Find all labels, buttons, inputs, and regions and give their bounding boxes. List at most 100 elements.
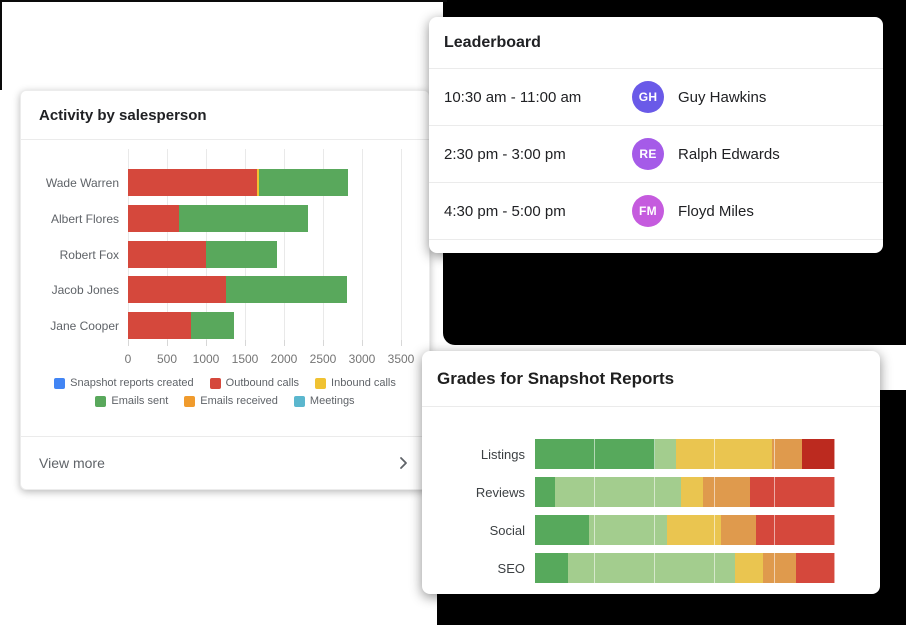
axis-tick-label: 500	[156, 352, 178, 366]
legend-row: Snapshot reports created Outbound calls …	[54, 377, 396, 389]
legend-item: Outbound calls	[209, 377, 300, 389]
grades-card-title: Grades for Snapshot Reports	[437, 368, 675, 388]
leaderboard-row[interactable]: 10:30 am - 11:00 am GH Guy Hawkins	[429, 69, 883, 126]
legend-item: Meetings	[293, 395, 355, 407]
grade-bar-segment	[667, 515, 721, 545]
grade-bar-segment	[568, 553, 735, 583]
grades-card-header: Grades for Snapshot Reports	[422, 351, 880, 407]
person-name: Guy Hawkins	[678, 88, 767, 106]
grades-snapshot-reports-card: Grades for Snapshot Reports Listings Rev…	[422, 351, 880, 594]
grade-bar-segment	[535, 439, 655, 469]
bar-segment	[128, 312, 191, 339]
legend-swatch	[184, 395, 196, 407]
grade-bar-segment	[535, 553, 568, 583]
axis-tick-label: 1000	[192, 352, 220, 366]
axis-tick-mark	[323, 340, 324, 346]
legend-row: Emails sent Emails received Meetings	[95, 395, 355, 407]
legend-swatch	[54, 377, 66, 389]
time-range-label: 10:30 am - 11:00 am	[444, 88, 582, 106]
legend-item: Emails received	[184, 395, 278, 407]
salesperson-bar	[128, 169, 348, 196]
activity-stacked-bar-chart: Wade Warren Albert Flores Robert Fox Jacob …	[21, 139, 429, 374]
avatar: RE	[632, 138, 664, 170]
axis-tick-mark	[167, 340, 168, 346]
view-more-button[interactable]: View more	[21, 436, 429, 489]
axis-tick-mark	[401, 340, 402, 346]
grade-row: Listings	[422, 439, 880, 469]
bar-segment	[225, 276, 348, 303]
salesperson-bar	[128, 312, 234, 339]
axis-tick-label: 0	[124, 352, 132, 366]
avatar: FM	[632, 195, 664, 227]
bar-segment	[259, 169, 348, 196]
grade-row-label: SEO	[497, 560, 525, 576]
leaderboard-row[interactable]: 4:30 pm - 5:00 pm FM Floyd Miles	[429, 183, 883, 240]
time-range-label: 2:30 pm - 3:00 pm	[444, 145, 566, 163]
view-more-label: View more	[39, 455, 105, 471]
grade-row-label: Reviews	[475, 484, 525, 500]
leaderboard-row[interactable]: 2:30 pm - 3:00 pm RE Ralph Edwards	[429, 126, 883, 183]
grade-bar-segment	[676, 439, 772, 469]
grade-bar-segment	[655, 439, 676, 469]
grade-bar-segment	[749, 477, 835, 507]
legend-label: Inbound calls	[331, 377, 396, 389]
grade-bar-segment	[772, 439, 802, 469]
grade-bar-segment	[589, 515, 667, 545]
axis-tick-label: 2500	[309, 352, 337, 366]
axis-tick-mark	[284, 340, 285, 346]
leaderboard-card-title: Leaderboard	[444, 33, 541, 51]
category-label: Wade Warren	[45, 175, 119, 190]
legend-label: Outbound calls	[225, 377, 300, 389]
activity-by-salesperson-card: Activity by salesperson Wade Warren Alber…	[20, 90, 430, 490]
avatar-initials: GH	[638, 90, 658, 104]
time-range-label: 4:30 pm - 5:00 pm	[444, 202, 566, 220]
legend-label: Snapshot reports created	[70, 377, 194, 389]
axis-tick-label: 3000	[348, 352, 376, 366]
salesperson-bar	[128, 205, 309, 232]
category-label: Albert Flores	[50, 211, 119, 226]
chevron-right-icon	[400, 457, 407, 469]
grade-bar-segment	[796, 553, 835, 583]
bar-segment	[257, 169, 260, 196]
axis-tick-mark	[245, 340, 246, 346]
leaderboard-rows: 10:30 am - 11:00 am GH Guy Hawkins 2:30 …	[429, 69, 883, 240]
axis-tick-mark	[128, 340, 129, 346]
bar-segment	[128, 169, 258, 196]
category-label: Jacob Jones	[51, 282, 119, 297]
legend-label: Emails sent	[111, 395, 169, 407]
avatar-initials: FM	[639, 204, 657, 218]
grade-bar-segment	[535, 515, 589, 545]
grade-row-label: Social	[489, 522, 525, 538]
activity-card-title: Activity by salesperson	[39, 106, 207, 124]
axis-tick-label: 2000	[270, 352, 298, 366]
axis-tick-label: 3500	[387, 352, 415, 366]
category-label: Jane Cooper	[50, 318, 119, 333]
legend-swatch	[293, 395, 305, 407]
grade-row: Social	[422, 515, 880, 545]
person-name: Ralph Edwards	[678, 145, 780, 163]
grade-bar-track	[535, 439, 835, 469]
legend-item: Emails sent	[95, 395, 168, 407]
bar-segment	[128, 241, 207, 268]
grade-bar-track	[535, 553, 835, 583]
axis-tick-mark	[206, 340, 207, 346]
person-name: Floyd Miles	[678, 202, 754, 220]
grade-bar-segment	[554, 477, 681, 507]
grade-row: SEO	[422, 553, 880, 583]
bar-segment	[128, 205, 179, 232]
leaderboard-card-header: Leaderboard	[429, 17, 883, 69]
grade-bar-segment	[721, 515, 756, 545]
legend-swatch	[209, 377, 221, 389]
legend-item: Snapshot reports created	[54, 377, 194, 389]
grade-row-label: Listings	[480, 446, 525, 462]
grade-bar-segment	[734, 553, 763, 583]
category-label: Robert Fox	[59, 247, 119, 262]
leaderboard-card: Leaderboard 10:30 am - 11:00 am GH Guy H…	[429, 17, 883, 253]
bar-segment	[190, 312, 234, 339]
legend-swatch	[95, 395, 107, 407]
avatar-initials: RE	[639, 147, 657, 161]
axis-tick-mark	[362, 340, 363, 346]
activity-chart-legend: Snapshot reports created Outbound calls …	[21, 377, 429, 407]
legend-label: Meetings	[309, 395, 355, 407]
